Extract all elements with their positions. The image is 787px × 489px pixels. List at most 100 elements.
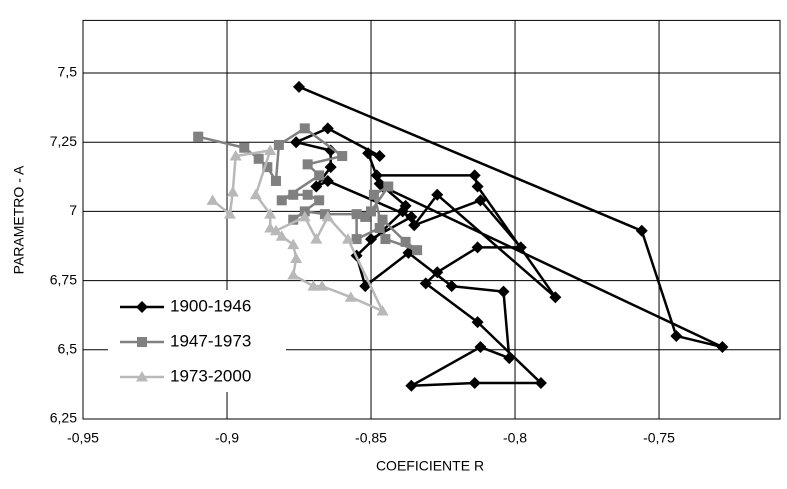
marker xyxy=(310,233,323,244)
marker xyxy=(635,224,648,237)
marker xyxy=(514,241,527,254)
marker xyxy=(270,175,281,186)
marker xyxy=(206,194,219,205)
marker xyxy=(373,177,386,190)
y-tick-label: 7,25 xyxy=(50,133,77,149)
marker xyxy=(137,337,147,347)
marker xyxy=(136,371,148,382)
marker xyxy=(377,214,388,225)
y-tick-label: 7 xyxy=(69,202,77,218)
marker xyxy=(399,199,412,212)
marker xyxy=(497,285,510,298)
legend-label: 1900-1946 xyxy=(170,296,251,315)
marker xyxy=(262,162,273,173)
marker xyxy=(249,188,262,200)
marker xyxy=(316,280,329,291)
marker xyxy=(287,238,300,250)
marker xyxy=(273,139,284,150)
marker xyxy=(445,280,458,293)
marker xyxy=(302,189,313,200)
marker xyxy=(716,341,729,354)
marker xyxy=(136,301,148,313)
marker xyxy=(341,233,354,244)
marker xyxy=(293,80,306,93)
marker xyxy=(670,329,683,342)
marker xyxy=(288,189,299,200)
marker xyxy=(288,214,299,225)
marker xyxy=(412,245,423,256)
marker xyxy=(344,291,357,302)
legend-label: 1973-2000 xyxy=(170,366,251,385)
marker xyxy=(253,153,264,164)
marker xyxy=(324,161,337,174)
marker xyxy=(503,352,516,365)
x-tick-label: -0,85 xyxy=(355,430,387,446)
marker xyxy=(226,186,239,197)
marker xyxy=(400,236,411,247)
marker xyxy=(471,180,484,193)
marker xyxy=(314,195,325,206)
marker xyxy=(287,269,300,280)
marker xyxy=(193,131,204,142)
marker xyxy=(373,150,386,163)
marker xyxy=(264,208,277,219)
marker xyxy=(468,169,481,182)
marker xyxy=(290,252,303,263)
legend: 1900-1946 1947-1973 1973-2000 xyxy=(108,290,286,392)
y-axis-label: PARAMETRO - A xyxy=(11,165,27,274)
marker xyxy=(321,174,334,187)
marker xyxy=(360,211,371,222)
marker xyxy=(310,180,323,193)
marker xyxy=(298,210,311,222)
marker xyxy=(471,316,484,329)
y-tick-label: 6,75 xyxy=(50,271,77,287)
marker xyxy=(405,379,418,392)
marker xyxy=(302,159,313,170)
marker xyxy=(299,123,310,134)
series-line xyxy=(294,85,724,388)
marker xyxy=(405,210,418,223)
y-tick-label: 7,5 xyxy=(58,64,78,80)
marker xyxy=(431,266,444,279)
marker xyxy=(549,291,562,304)
marker xyxy=(474,194,487,207)
marker xyxy=(383,181,394,192)
marker xyxy=(276,195,287,206)
x-tick-label: -0,8 xyxy=(503,430,527,446)
marker xyxy=(229,150,242,161)
marker xyxy=(474,341,487,354)
marker xyxy=(264,144,277,155)
marker xyxy=(239,142,250,153)
marker xyxy=(319,209,330,220)
marker xyxy=(351,209,362,220)
marker xyxy=(376,305,389,316)
marker xyxy=(468,377,481,390)
marker xyxy=(275,230,288,241)
marker xyxy=(365,233,378,246)
marker xyxy=(290,136,303,149)
marker xyxy=(368,189,379,200)
marker xyxy=(314,170,325,181)
marker xyxy=(321,210,334,222)
x-tick-label: -0,95 xyxy=(67,430,99,446)
y-tick-label: 6,25 xyxy=(50,410,77,426)
marker xyxy=(321,122,334,135)
marker xyxy=(362,147,375,160)
marker xyxy=(374,223,385,234)
marker xyxy=(269,224,282,236)
legend-label: 1947-1973 xyxy=(170,331,251,350)
x-axis-label: COEFICIENTE R xyxy=(376,458,484,474)
y-tick-label: 6,5 xyxy=(58,341,78,357)
marker xyxy=(534,377,547,390)
marker xyxy=(223,208,236,219)
marker xyxy=(337,151,348,162)
marker xyxy=(431,188,444,201)
marker xyxy=(351,234,362,245)
marker xyxy=(380,234,391,245)
marker xyxy=(307,280,320,291)
marker xyxy=(324,144,337,157)
x-tick-label: -0,75 xyxy=(643,430,675,446)
marker xyxy=(366,206,377,217)
x-tick-label: -0,9 xyxy=(215,430,239,446)
